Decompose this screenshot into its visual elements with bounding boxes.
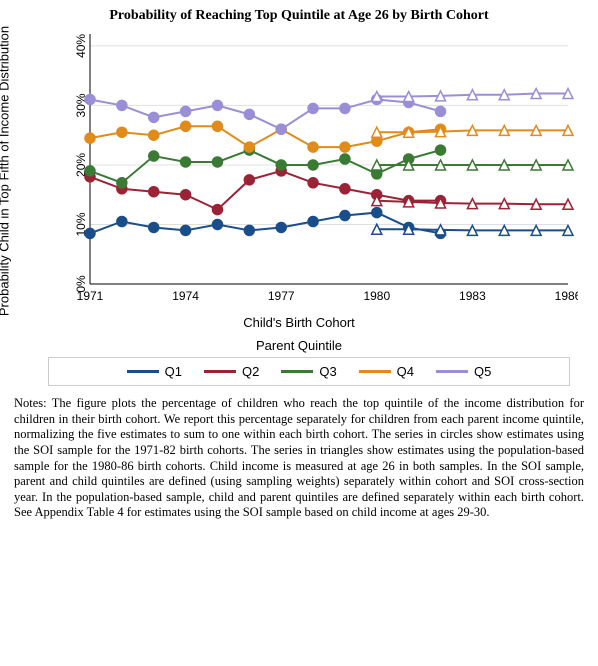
- chart-title: Probability of Reaching Top Quintile at …: [8, 8, 590, 24]
- svg-text:1971: 1971: [77, 289, 104, 303]
- legend-label: Q1: [165, 364, 182, 379]
- x-axis-label: Child's Birth Cohort: [8, 315, 590, 330]
- svg-text:1980: 1980: [363, 289, 390, 303]
- legend-label: Q2: [242, 364, 259, 379]
- legend-item-q4: Q4: [359, 364, 414, 379]
- svg-text:1974: 1974: [172, 289, 199, 303]
- legend-label: Q3: [319, 364, 336, 379]
- legend-swatch: [127, 370, 159, 373]
- chart-container: Probability Child in Top Fifth of Income…: [8, 28, 590, 313]
- legend-item-q2: Q2: [204, 364, 259, 379]
- legend-label: Q4: [397, 364, 414, 379]
- legend: Q1 Q2 Q3 Q4 Q5: [48, 357, 570, 386]
- legend-label: Q5: [474, 364, 491, 379]
- line-chart: 0%10%20%30%40%197119741977198019831986: [38, 28, 578, 308]
- svg-text:1986: 1986: [555, 289, 578, 303]
- notes-text: Notes: The figure plots the percentage o…: [8, 396, 590, 521]
- legend-item-q3: Q3: [281, 364, 336, 379]
- legend-swatch: [359, 370, 391, 373]
- legend-swatch: [281, 370, 313, 373]
- legend-item-q1: Q1: [127, 364, 182, 379]
- legend-swatch: [204, 370, 236, 373]
- legend-title: Parent Quintile: [8, 338, 590, 353]
- y-axis-label: Probability Child in Top Fifth of Income…: [0, 25, 12, 315]
- svg-text:40%: 40%: [74, 34, 88, 58]
- svg-text:1977: 1977: [268, 289, 295, 303]
- legend-swatch: [436, 370, 468, 373]
- legend-item-q5: Q5: [436, 364, 491, 379]
- svg-text:1983: 1983: [459, 289, 486, 303]
